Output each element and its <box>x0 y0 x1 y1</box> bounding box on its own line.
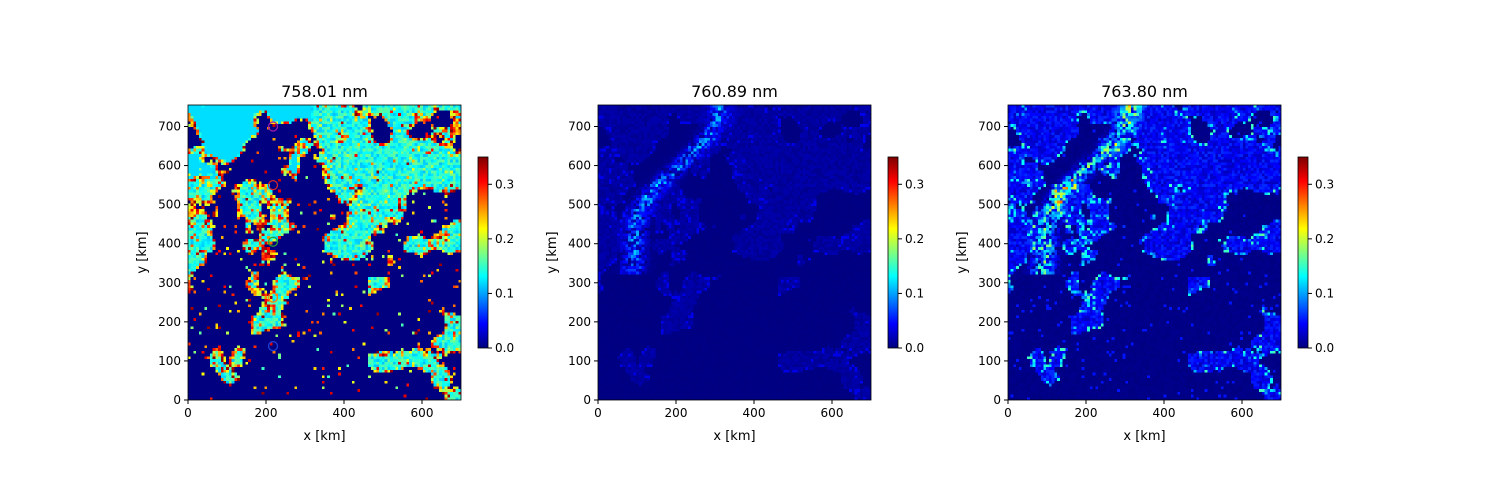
x-tick-label: 200 <box>1075 406 1098 420</box>
colorbar-frame <box>477 156 489 349</box>
colorbar-frame <box>887 156 899 349</box>
y-tick-label: 0 <box>993 393 1001 407</box>
subplot-title: 760.89 nm <box>691 82 778 101</box>
y-tick-label: 300 <box>568 276 591 290</box>
y-tick-label: 600 <box>158 159 181 173</box>
y-tick-label: 200 <box>978 315 1001 329</box>
colorbar-3 <box>1298 157 1308 348</box>
x-axis-label: x [km] <box>713 429 755 444</box>
x-tick-label: 0 <box>1004 406 1012 420</box>
colorbar-tick-label: 0.2 <box>905 232 924 246</box>
y-tick-label: 400 <box>978 237 1001 251</box>
heatmap-3 <box>1008 105 1281 400</box>
colorbar-tick-label: 0.3 <box>905 177 924 191</box>
y-axis-label: y [km] <box>955 231 970 273</box>
x-tick-label: 400 <box>743 406 766 420</box>
x-tick-label: 600 <box>411 406 434 420</box>
subplot-1: 758.01 nm 0 200 400 600 0 100 200 300 400 500 600 70… <box>135 82 514 444</box>
colorbar-frame <box>1297 156 1309 349</box>
axes-frame <box>187 104 462 401</box>
colorbar-tick-label: 0.1 <box>905 286 924 300</box>
y-tick-label: 300 <box>158 276 181 290</box>
y-tick-label: 200 <box>158 315 181 329</box>
y-tick-label: 100 <box>978 354 1001 368</box>
colorbar-tick-label: 0.2 <box>1315 232 1334 246</box>
y-tick-label: 300 <box>978 276 1001 290</box>
y-tick-label: 400 <box>568 237 591 251</box>
y-tick-label: 100 <box>568 354 591 368</box>
x-tick-label: 400 <box>1153 406 1176 420</box>
x-axis-label: x [km] <box>1123 429 1165 444</box>
x-tick-label: 200 <box>665 406 688 420</box>
subplot-title: 763.80 nm <box>1101 82 1188 101</box>
y-tick-label: 700 <box>158 119 181 133</box>
colorbar-1 <box>478 157 488 348</box>
x-tick-label: 600 <box>821 406 844 420</box>
colorbar-tick-label: 0.0 <box>495 341 514 355</box>
heatmap-2 <box>598 105 871 400</box>
y-tick-label: 600 <box>568 159 591 173</box>
subplot-2: 760.89 nm 0 200 400 600 0 100 200 300 400 500 600 70… <box>545 82 924 444</box>
colorbar-tick-label: 0.0 <box>905 341 924 355</box>
y-tick-label: 600 <box>978 159 1001 173</box>
y-tick-label: 0 <box>583 393 591 407</box>
y-tick-label: 500 <box>978 198 1001 212</box>
y-tick-label: 500 <box>568 198 591 212</box>
y-axis-label: y [km] <box>135 231 150 273</box>
colorbar-tick-label: 0.3 <box>1315 177 1334 191</box>
y-tick-label: 0 <box>173 393 181 407</box>
x-tick-label: 200 <box>255 406 278 420</box>
heatmap-1 <box>188 105 461 400</box>
colorbar-tick-label: 0.1 <box>1315 286 1334 300</box>
y-tick-label: 400 <box>158 237 181 251</box>
colorbar-tick-label: 0.3 <box>495 177 514 191</box>
x-axis-label: x [km] <box>303 429 345 444</box>
y-axis-label: y [km] <box>545 231 560 273</box>
marker-circle <box>267 121 279 132</box>
y-tick-label: 700 <box>568 119 591 133</box>
x-tick-label: 0 <box>594 406 602 420</box>
x-tick-label: 400 <box>333 406 356 420</box>
marker-circle <box>267 179 279 191</box>
marker-circle <box>267 236 279 247</box>
y-tick-label: 700 <box>978 119 1001 133</box>
y-tick-label: 200 <box>568 315 591 329</box>
y-tick-label: 100 <box>158 354 181 368</box>
axes-frame <box>597 104 872 401</box>
x-tick-label: 600 <box>1231 406 1254 420</box>
colorbar-tick-label: 0.1 <box>495 286 514 300</box>
x-tick-label: 0 <box>184 406 192 420</box>
colorbar-tick-label: 0.0 <box>1315 341 1334 355</box>
marker-circle <box>267 292 279 303</box>
colorbar-2 <box>888 157 898 348</box>
subplot-3: 763.80 nm 0 200 400 600 0 100 200 300 400 500 600 70… <box>955 82 1334 444</box>
marker-circle <box>267 340 279 352</box>
y-tick-label: 500 <box>158 198 181 212</box>
subplot-title: 758.01 nm <box>281 82 368 101</box>
colorbar-tick-label: 0.2 <box>495 232 514 246</box>
axes-frame <box>1007 104 1282 401</box>
